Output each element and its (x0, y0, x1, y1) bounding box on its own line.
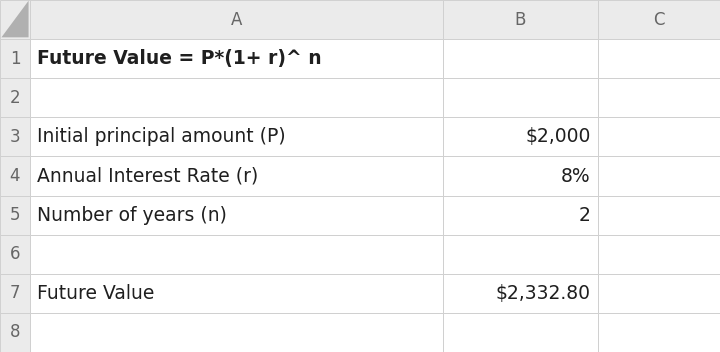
Text: C: C (653, 11, 665, 29)
Bar (443, 235, 598, 274)
Bar (443, 0, 598, 39)
Text: $2,332.80: $2,332.80 (496, 284, 591, 303)
Text: 1: 1 (9, 50, 20, 68)
Text: Annual Interest Rate (r): Annual Interest Rate (r) (37, 166, 258, 186)
Bar (30, 313, 443, 352)
Bar (598, 78, 720, 117)
Text: Number of years (n): Number of years (n) (37, 206, 227, 225)
Text: 5: 5 (10, 206, 20, 224)
Bar (0, 78, 30, 117)
Bar (443, 313, 598, 352)
Bar (30, 39, 443, 78)
Bar (30, 235, 443, 274)
Bar (0, 117, 30, 156)
Bar (598, 117, 720, 156)
Text: 4: 4 (10, 167, 20, 185)
Bar (443, 39, 598, 78)
Bar (598, 39, 720, 78)
Bar (443, 196, 598, 235)
Bar (30, 78, 443, 117)
Text: 8: 8 (10, 323, 20, 341)
Bar (598, 274, 720, 313)
Bar (0, 156, 30, 196)
Bar (0, 235, 30, 274)
Text: 2: 2 (9, 89, 20, 107)
Bar (30, 274, 443, 313)
Bar (598, 196, 720, 235)
Polygon shape (1, 1, 29, 37)
Bar (0, 39, 30, 78)
Bar (0, 196, 30, 235)
Text: 6: 6 (10, 245, 20, 263)
Bar (30, 117, 443, 156)
Text: $2,000: $2,000 (526, 127, 591, 146)
Text: B: B (515, 11, 526, 29)
Bar (30, 196, 443, 235)
Bar (0, 0, 30, 39)
Text: Future Value: Future Value (37, 284, 155, 303)
Bar (598, 0, 720, 39)
Bar (443, 78, 598, 117)
Bar (443, 274, 598, 313)
Bar (0, 313, 30, 352)
Bar (30, 156, 443, 196)
Bar (0, 274, 30, 313)
Text: Future Value = P*(1+ r)^ n: Future Value = P*(1+ r)^ n (37, 49, 322, 68)
Text: A: A (231, 11, 242, 29)
Text: 8%: 8% (561, 166, 591, 186)
Bar (443, 156, 598, 196)
Bar (598, 235, 720, 274)
Text: 3: 3 (9, 128, 20, 146)
Bar (30, 0, 443, 39)
Bar (443, 117, 598, 156)
Text: 2: 2 (579, 206, 591, 225)
Bar (598, 313, 720, 352)
Bar (598, 156, 720, 196)
Text: Initial principal amount (P): Initial principal amount (P) (37, 127, 286, 146)
Text: 7: 7 (10, 284, 20, 302)
